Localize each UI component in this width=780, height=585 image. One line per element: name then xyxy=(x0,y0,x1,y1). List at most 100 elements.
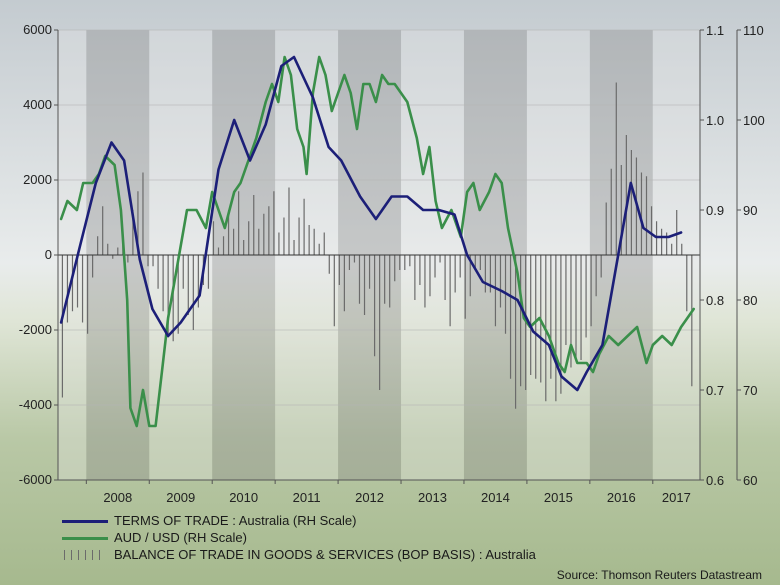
right-outer-tick-label: 80 xyxy=(743,293,757,308)
trade-bar xyxy=(449,255,451,327)
right-inner-tick-label: 1.0 xyxy=(706,113,724,128)
trade-bar xyxy=(414,255,416,300)
trade-bar xyxy=(384,255,386,304)
trade-bar xyxy=(197,255,199,308)
balance-of-trade-bars xyxy=(61,82,693,409)
trade-bar xyxy=(293,240,295,255)
trade-bar xyxy=(459,255,461,278)
left-tick-label: 6000 xyxy=(23,22,52,37)
trade-bar xyxy=(555,255,557,402)
legend-label-terms-of-trade: TERMS OF TRADE : Australia (RH Scale) xyxy=(114,513,357,528)
trade-bar xyxy=(389,255,391,308)
trade-bar xyxy=(520,255,522,387)
trade-bar xyxy=(167,255,169,338)
trade-bar xyxy=(343,255,345,312)
trade-bar xyxy=(92,255,94,278)
trade-bar xyxy=(76,255,79,308)
right-inner-tick-label: 0.8 xyxy=(706,293,724,308)
aud-usd-line xyxy=(59,55,695,428)
trade-bar xyxy=(258,228,260,255)
trade-bar xyxy=(630,150,632,255)
x-tick-label: 2017 xyxy=(662,490,691,505)
trade-bar xyxy=(358,255,361,304)
legend-label-balance-of-trade: BALANCE OF TRADE IN GOODS & SERVICES (BO… xyxy=(114,547,536,562)
trade-bar xyxy=(499,255,502,308)
trade-bar xyxy=(283,217,285,255)
trade-bar xyxy=(454,255,456,293)
trade-bar xyxy=(661,228,663,255)
legend-item-balance-of-trade: BALANCE OF TRADE IN GOODS & SERVICES (BO… xyxy=(62,546,536,563)
legend-label-aud-usd: AUD / USD (RH Scale) xyxy=(114,530,247,545)
trade-bar xyxy=(187,255,189,315)
trade-bar xyxy=(666,232,668,255)
trade-bar xyxy=(66,255,69,323)
trade-bar xyxy=(620,165,622,255)
trade-bar xyxy=(595,255,597,297)
trade-bar xyxy=(212,221,215,255)
trade-bar xyxy=(671,243,673,255)
trade-bar xyxy=(600,255,602,278)
trade-bar xyxy=(585,255,587,338)
trade-bar xyxy=(399,255,401,270)
trade-bar xyxy=(222,236,225,255)
legend-item-aud-usd: AUD / USD (RH Scale) xyxy=(62,529,536,546)
trade-bar xyxy=(263,213,265,255)
trade-bar xyxy=(530,255,532,375)
x-tick-label: 2016 xyxy=(607,490,636,505)
trade-bar xyxy=(691,255,693,387)
trade-bar xyxy=(681,243,683,255)
trade-bar xyxy=(273,191,275,255)
trade-bar xyxy=(233,228,235,255)
trade-bar xyxy=(207,255,210,289)
trade-bar xyxy=(217,247,220,255)
trade-bar xyxy=(404,255,406,270)
trade-bar xyxy=(86,255,89,334)
left-tick-label: 2000 xyxy=(23,172,52,187)
trade-bar xyxy=(645,176,648,255)
trade-bar xyxy=(132,210,134,255)
legend: TERMS OF TRADE : Australia (RH Scale) AU… xyxy=(62,512,536,563)
axes: -6000 -4000 -2000 0 2000 4000 6000 0.6 0.7 0.8 0.9… xyxy=(19,22,765,505)
trade-bar xyxy=(590,255,592,327)
trade-bar xyxy=(323,232,325,255)
trade-bar xyxy=(489,255,492,293)
trade-bar xyxy=(535,255,537,379)
trade-bar xyxy=(640,172,643,255)
left-tick-label: -4000 xyxy=(19,397,52,412)
trade-bar xyxy=(434,255,436,278)
trade-bar xyxy=(686,255,688,312)
x-tick-label: 2008 xyxy=(103,490,132,505)
trade-bar xyxy=(177,255,179,334)
trade-bar xyxy=(353,255,356,263)
trade-bar xyxy=(172,255,174,342)
trade-bar xyxy=(605,202,607,255)
trade-bar xyxy=(147,255,149,267)
trade-bar xyxy=(409,255,411,267)
left-tick-label: 0 xyxy=(45,247,52,262)
trade-bar xyxy=(494,255,497,327)
trade-bar xyxy=(81,255,84,323)
right-outer-tick-label: 110 xyxy=(743,23,764,38)
trade-bar xyxy=(610,168,612,255)
legend-swatch-balance-of-trade xyxy=(62,549,108,560)
x-tick-label: 2009 xyxy=(166,490,195,505)
trade-bar xyxy=(253,195,255,255)
trade-bar xyxy=(333,255,335,327)
trade-bar xyxy=(157,255,159,289)
trade-bar xyxy=(429,255,431,297)
trade-bar xyxy=(575,255,577,360)
trade-bar xyxy=(464,255,466,319)
trade-bar xyxy=(580,255,582,360)
right-inner-tick-label: 0.7 xyxy=(706,383,724,398)
trade-bar xyxy=(298,217,300,255)
trade-bar xyxy=(248,221,250,255)
trade-bar xyxy=(318,243,320,255)
trade-bar xyxy=(363,255,366,315)
trade-bar xyxy=(152,255,154,267)
trade-bar xyxy=(127,255,129,263)
left-tick-label: -6000 xyxy=(19,472,52,487)
trade-bar xyxy=(550,255,552,379)
trade-bar xyxy=(162,255,164,312)
x-tick-label: 2014 xyxy=(481,490,510,505)
